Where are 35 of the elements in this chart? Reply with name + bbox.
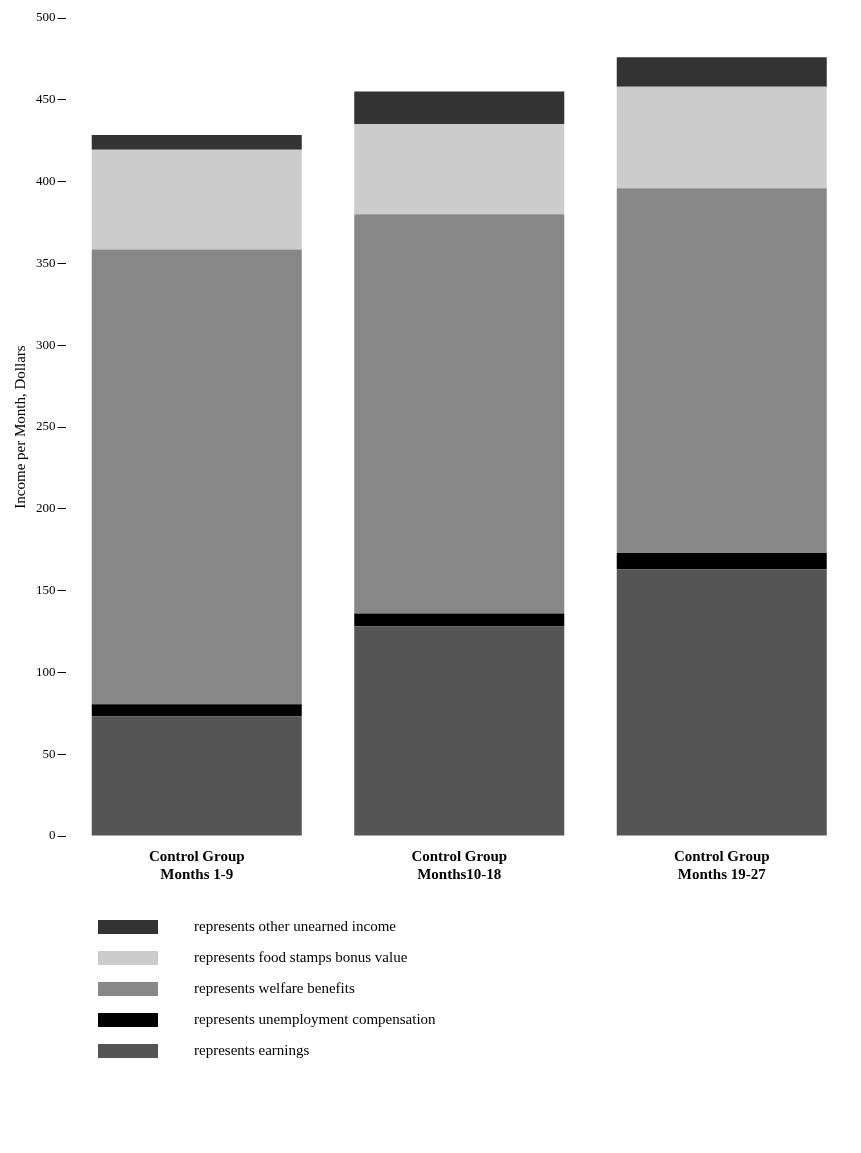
y-tick-label: 50 [42, 745, 56, 761]
y-tick-label: 100 [36, 663, 56, 679]
bar [616, 188, 827, 553]
bar [354, 124, 565, 215]
x-tick-label: Control Group Months 1-9 [148, 847, 245, 882]
legend-label: represents food stamps bonus value [194, 949, 408, 966]
legend-label: represents other unearned income [194, 918, 396, 935]
bar [354, 214, 565, 614]
legend-label: represents earnings [194, 1042, 310, 1059]
bar [91, 249, 302, 705]
bar [354, 613, 565, 627]
y-tick-label: 500 [36, 9, 56, 25]
x-tick-label: Control Group Months 19-27 [673, 847, 770, 882]
y-tick-label: 350 [36, 254, 56, 270]
bar [91, 149, 302, 250]
y-tick-label: 300 [36, 336, 56, 352]
x-tick-label: Control Group Months10-18 [411, 847, 508, 882]
y-tick-label: 0 [49, 827, 56, 843]
y-tick-label: 400 [36, 173, 56, 189]
bar [354, 626, 565, 836]
bar [91, 134, 302, 150]
bar [91, 704, 302, 717]
y-tick-label: 200 [36, 500, 56, 516]
bar [616, 86, 827, 189]
bar [616, 569, 827, 836]
y-tick-label: 150 [36, 582, 56, 598]
bar [616, 552, 827, 570]
y-axis-title: Income per Month, Dollars [11, 345, 28, 509]
bar [91, 716, 302, 836]
legend-label: represents unemployment compensation [194, 1011, 436, 1028]
bar [354, 91, 565, 125]
y-tick-label: 450 [36, 91, 56, 107]
y-tick-label: 250 [36, 418, 56, 434]
legend-label: represents welfare benefits [194, 980, 355, 997]
bar [616, 57, 827, 87]
